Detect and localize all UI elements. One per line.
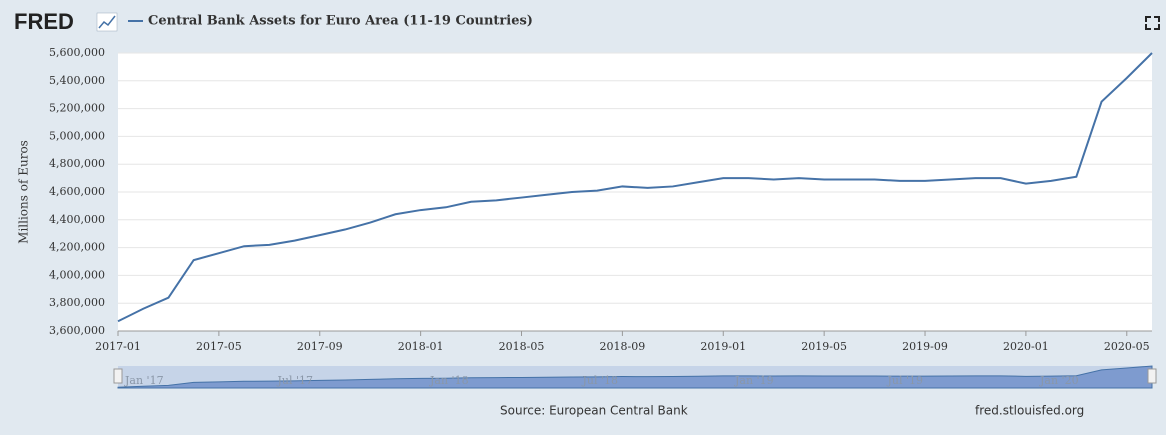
navigator-label: Jul '19 — [887, 374, 924, 387]
navigator-label: Jan '19 — [734, 374, 774, 387]
navigator-label: Jul '18 — [582, 374, 619, 387]
x-tick-label: 2019-05 — [801, 340, 847, 353]
y-axis-label: Millions of Euros — [17, 140, 31, 244]
y-tick-label: 5,200,000 — [49, 102, 105, 115]
y-tick-label: 4,200,000 — [49, 241, 105, 254]
logo-icon — [96, 12, 118, 32]
x-tick-label: 2019-01 — [700, 340, 746, 353]
x-tick-label: 2019-09 — [902, 340, 948, 353]
y-tick-label: 4,400,000 — [49, 213, 105, 226]
x-tick-label: 2017-09 — [297, 340, 343, 353]
navigator-label: Jan '18 — [429, 374, 469, 387]
x-tick-label: 2017-01 — [95, 340, 141, 353]
fullscreen-button[interactable] — [1145, 16, 1160, 30]
navigator-label: Jan '17 — [124, 374, 164, 387]
navigator-area — [117, 365, 1153, 389]
legend-label: Central Bank Assets for Euro Area (11-19… — [148, 14, 533, 29]
x-tick-label: 2018-01 — [398, 340, 444, 353]
x-tick-label: 2020-01 — [1003, 340, 1049, 353]
y-tick-label: 3,600,000 — [49, 324, 105, 337]
url[interactable]: fred.stlouisfed.org — [975, 404, 1084, 418]
x-tick-label: 2018-09 — [600, 340, 646, 353]
logo: FRED — [14, 9, 74, 34]
x-tick-label: 2018-05 — [499, 340, 545, 353]
y-tick-label: 3,800,000 — [49, 296, 105, 309]
navigator-label: Jul '17 — [277, 374, 314, 387]
x-tick-label: 2017-05 — [196, 340, 242, 353]
series-line — [117, 52, 1153, 323]
x-tick-label: 2020-05 — [1104, 340, 1150, 353]
source: Source: European Central Bank — [500, 404, 688, 418]
y-tick-label: 4,000,000 — [49, 268, 105, 281]
navigator-handle[interactable] — [1147, 368, 1157, 384]
y-tick-label: 5,000,000 — [49, 129, 105, 142]
y-tick-label: 4,800,000 — [49, 157, 105, 170]
y-tick-label: 4,600,000 — [49, 185, 105, 198]
navigator-label: Jan '20 — [1039, 374, 1079, 387]
navigator-handle[interactable] — [113, 368, 123, 384]
y-tick-label: 5,600,000 — [49, 46, 105, 59]
y-tick-label: 5,400,000 — [49, 74, 105, 87]
